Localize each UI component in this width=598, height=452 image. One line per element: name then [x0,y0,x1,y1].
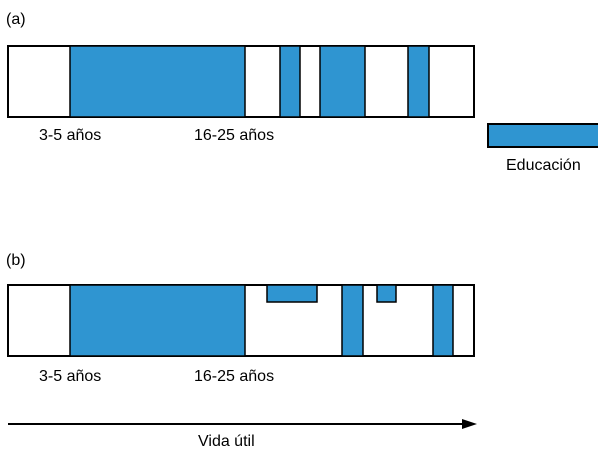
panel-b-tick-start: 3-5 años [39,368,101,385]
panel-b-education-block-2 [266,284,318,303]
lifespan-arrow-head [462,419,477,429]
panel-b-label: (b) [6,252,26,269]
panel-a-timeline [7,45,475,118]
panel-a-label: (a) [6,11,26,28]
panel-a-education-block-3 [319,45,366,118]
panel-b-education-block-5 [432,284,454,357]
panel-b-education-block-3 [341,284,364,357]
legend-swatch [487,123,598,148]
panel-b-education-block-1 [69,284,246,357]
panel-a-education-block-2 [279,45,301,118]
panel-a-education-block-4 [407,45,430,118]
panel-a-tick-start: 3-5 años [39,127,101,144]
panel-a-tick-end: 16-25 años [194,127,274,144]
legend-label: Educación [506,157,581,174]
panel-b-education-block-4 [376,284,397,303]
lifespan-arrow-label: Vida útil [198,433,255,450]
panel-b-timeline [7,284,475,357]
panel-a-education-block-1 [69,45,246,118]
panel-b-tick-end: 16-25 años [194,368,274,385]
lifespan-arrow [8,419,477,429]
